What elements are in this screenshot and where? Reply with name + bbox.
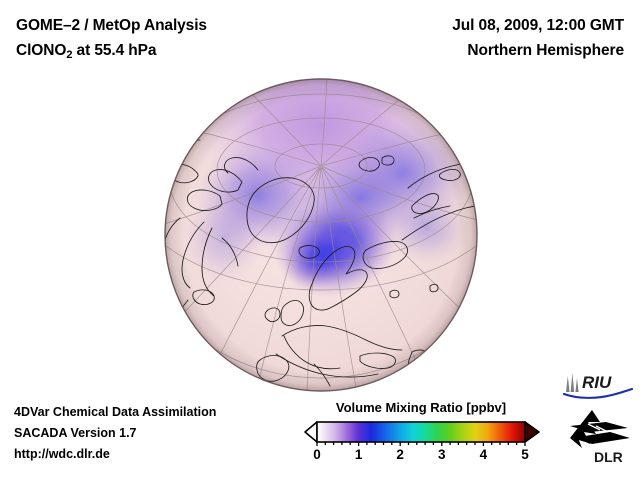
page-title: GOME–2 / MetOp Analysis <box>16 17 207 34</box>
colorbar-tick-1: 1 <box>354 447 363 462</box>
region-label: Northern Hemisphere <box>467 42 624 59</box>
colorbar-ticks <box>316 442 526 446</box>
colorbar-over-cap <box>524 421 540 443</box>
globe-outline <box>164 78 478 392</box>
colorbar-under-cap <box>304 421 318 443</box>
footer-url-link[interactable]: http://wdc.dlr.de <box>14 447 110 461</box>
species-level-label: ClONO2 at 55.4 hPa <box>16 38 346 68</box>
footer-version-label: SACADA Version 1.7 <box>14 426 137 440</box>
colorbar-tick-5: 5 <box>521 447 529 462</box>
colorbar: Volume Mixing Ratio [ppbv] <box>303 399 543 465</box>
globe-map <box>164 78 478 392</box>
riu-wordmark: RIU <box>582 373 612 392</box>
dlr-wordmark: DLR <box>594 449 623 465</box>
header-left-block: GOME–2 / MetOp Analysis ClONO2 at 55.4 h… <box>16 13 346 68</box>
colorbar-scale <box>304 421 540 446</box>
colorbar-tick-3: 3 <box>438 447 446 462</box>
footer-text-block: 4DVar Chemical Data Assimilation SACADA … <box>14 402 314 465</box>
colorbar-tick-4: 4 <box>479 447 488 462</box>
colorbar-tick-0: 0 <box>313 447 321 462</box>
header-right-block: Jul 08, 2009, 12:00 GMT Northern Hemisph… <box>324 13 624 63</box>
colorbar-gradient <box>316 421 526 443</box>
footer-method-label: 4DVar Chemical Data Assimilation <box>14 405 217 419</box>
orthographic-projection-svg <box>164 78 478 392</box>
dlr-emblem-highlights <box>587 423 609 433</box>
riu-spires-icon <box>566 373 579 392</box>
dlr-emblem-icon <box>570 410 630 448</box>
riu-logo: RIU <box>562 373 634 399</box>
riu-swoosh-icon <box>562 387 634 399</box>
colorbar-tick-labels: 0 1 2 3 4 5 <box>303 447 543 465</box>
datetime-label: Jul 08, 2009, 12:00 GMT <box>452 17 624 34</box>
dlr-logo: DLR <box>570 410 630 465</box>
species-name: ClONO <box>16 42 67 59</box>
limb-shading <box>165 79 477 391</box>
colorbar-tick-2: 2 <box>396 447 404 462</box>
colorbar-title: Volume Mixing Ratio [ppbv] <box>335 400 507 415</box>
species-subscript: 2 <box>66 49 73 61</box>
pressure-level-text: at 55.4 hPa <box>72 42 157 59</box>
